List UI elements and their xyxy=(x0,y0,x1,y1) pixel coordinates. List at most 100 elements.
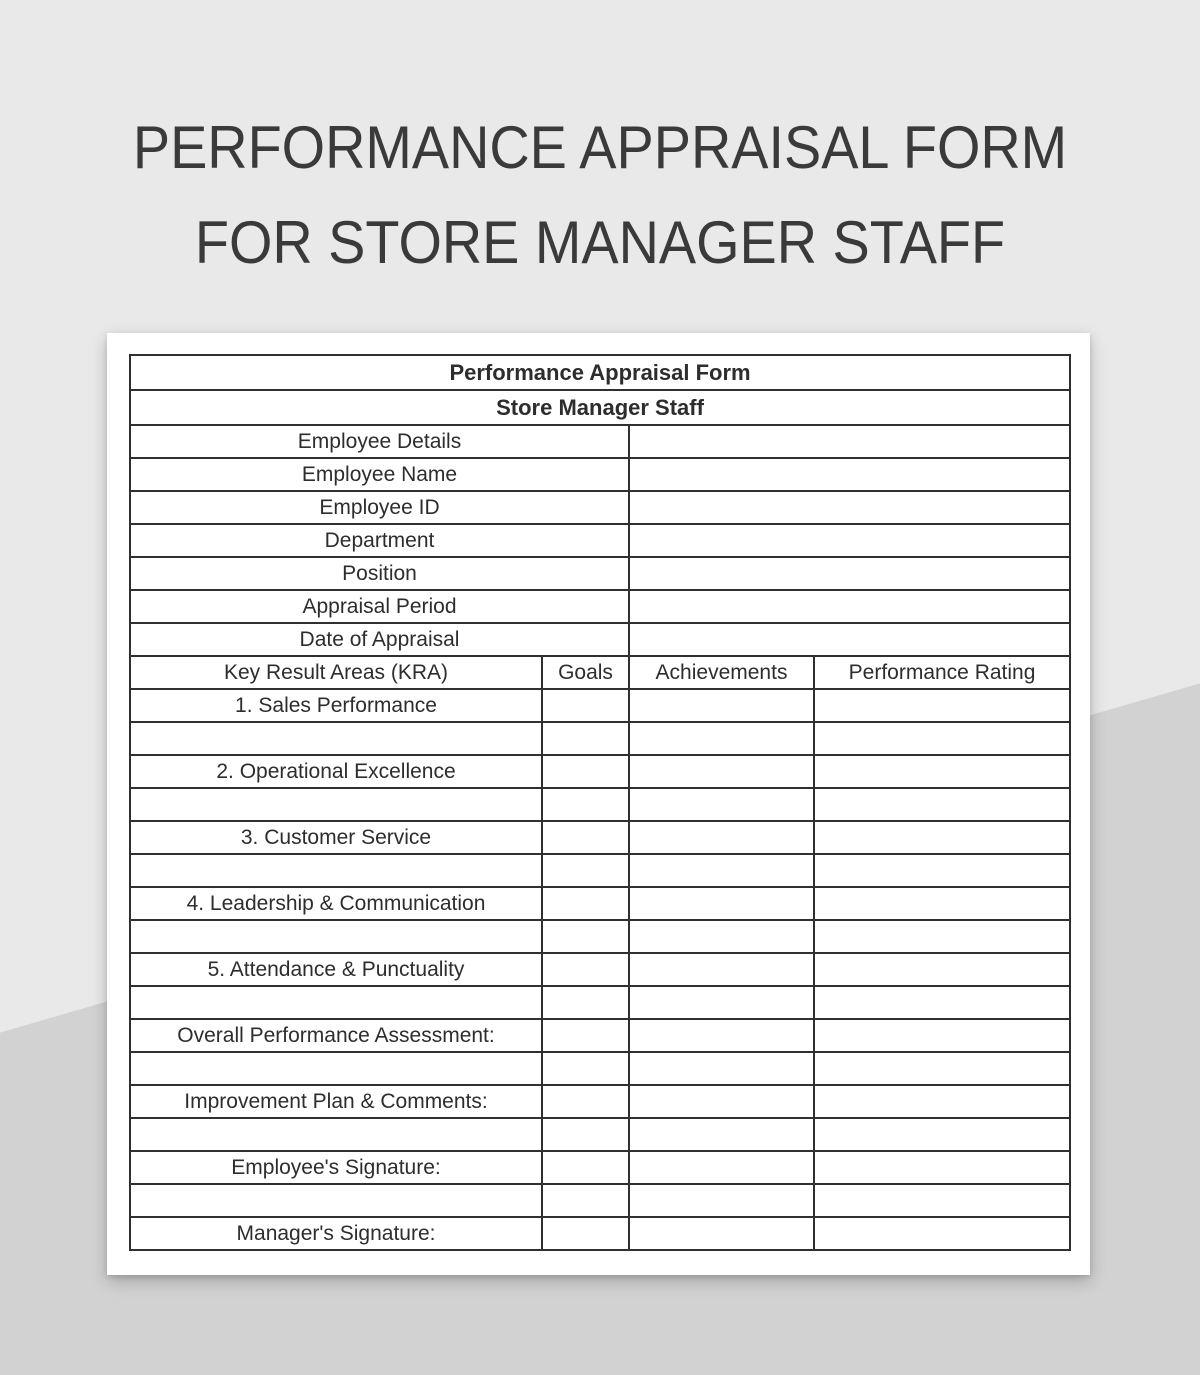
employee-details-section: Employee Details Employee Name Employee … xyxy=(129,424,1072,657)
goals-value-cell[interactable] xyxy=(541,1051,630,1086)
goals-value-cell[interactable] xyxy=(541,985,630,1020)
goals-value-cell[interactable] xyxy=(541,754,630,789)
achievements-value-cell[interactable] xyxy=(628,1150,815,1185)
rating-value-cell[interactable] xyxy=(812,1084,1072,1119)
employee-field-value-cell[interactable] xyxy=(627,457,1072,492)
achievements-value-cell[interactable] xyxy=(628,1183,815,1218)
kra-label-cell xyxy=(129,1117,543,1152)
achievements-value-cell[interactable] xyxy=(628,886,815,921)
achievements-header-label: Achievements xyxy=(628,655,815,690)
goals-value-cell[interactable] xyxy=(541,1084,630,1119)
kra-row xyxy=(129,985,1072,1020)
kra-header-section: Key Result Areas (KRA) Goals Achievement… xyxy=(129,655,1072,690)
rating-value-cell[interactable] xyxy=(812,853,1072,888)
achievements-value-cell[interactable] xyxy=(628,1084,815,1119)
kra-label-cell xyxy=(129,853,543,888)
kra-header-label: Key Result Areas (KRA) xyxy=(129,655,543,690)
achievements-value-cell[interactable] xyxy=(628,919,815,954)
rating-value-cell[interactable] xyxy=(812,1216,1072,1251)
rating-value-cell[interactable] xyxy=(812,1018,1072,1053)
rating-value-cell[interactable] xyxy=(812,688,1072,723)
employee-field-label: Date of Appraisal xyxy=(129,622,630,657)
achievements-value-cell[interactable] xyxy=(628,820,815,855)
goals-value-cell[interactable] xyxy=(541,1216,630,1251)
goals-value-cell[interactable] xyxy=(541,886,630,921)
goals-value-cell[interactable] xyxy=(541,1018,630,1053)
employee-field-value-cell[interactable] xyxy=(627,424,1072,459)
employee-field-row: Employee Name xyxy=(129,457,1072,492)
achievements-value-cell[interactable] xyxy=(628,853,815,888)
rating-value-cell[interactable] xyxy=(812,1150,1072,1185)
kra-row: 5. Attendance & Punctuality xyxy=(129,952,1072,987)
kra-label-cell xyxy=(129,787,543,822)
employee-field-label: Position xyxy=(129,556,630,591)
achievements-value-cell[interactable] xyxy=(628,787,815,822)
achievements-value-cell[interactable] xyxy=(628,1018,815,1053)
employee-field-label: Employee Name xyxy=(129,457,630,492)
employee-field-label: Department xyxy=(129,523,630,558)
rating-value-cell[interactable] xyxy=(812,919,1072,954)
employee-field-row: Employee ID xyxy=(129,490,1072,525)
form-subtitle: Store Manager Staff xyxy=(128,389,1072,426)
goals-value-cell[interactable] xyxy=(541,853,630,888)
employee-field-value-cell[interactable] xyxy=(627,589,1072,624)
achievements-value-cell[interactable] xyxy=(628,1051,815,1086)
rating-value-cell[interactable] xyxy=(812,1051,1072,1086)
rating-header-label: Performance Rating xyxy=(812,655,1072,690)
appraisal-form-table: Performance Appraisal Form Store Manager… xyxy=(128,354,1072,1251)
kra-row: 2. Operational Excellence xyxy=(129,754,1072,789)
employee-field-row: Employee Details xyxy=(129,424,1072,459)
goals-value-cell[interactable] xyxy=(541,1117,630,1152)
kra-label-cell: Manager's Signature: xyxy=(129,1216,543,1251)
kra-row xyxy=(129,721,1072,756)
kra-label-cell: Overall Performance Assessment: xyxy=(129,1018,543,1053)
kra-row xyxy=(129,919,1072,954)
goals-value-cell[interactable] xyxy=(541,952,630,987)
rating-value-cell[interactable] xyxy=(812,1117,1072,1152)
employee-field-row: Position xyxy=(129,556,1072,591)
goals-value-cell[interactable] xyxy=(541,1183,630,1218)
goals-value-cell[interactable] xyxy=(541,688,630,723)
employee-field-value-cell[interactable] xyxy=(627,523,1072,558)
kra-label-cell: Employee's Signature: xyxy=(129,1150,543,1185)
form-subtitle-row: Store Manager Staff xyxy=(128,389,1072,426)
achievements-value-cell[interactable] xyxy=(628,985,815,1020)
employee-field-value-cell[interactable] xyxy=(627,622,1072,657)
kra-label-cell: 2. Operational Excellence xyxy=(129,754,543,789)
kra-row xyxy=(129,853,1072,888)
goals-value-cell[interactable] xyxy=(541,721,630,756)
page-title-line2: FOR STORE MANAGER STAFF xyxy=(194,209,1006,276)
employee-field-value-cell[interactable] xyxy=(627,490,1072,525)
kra-row: Manager's Signature: xyxy=(129,1216,1072,1251)
employee-field-row: Appraisal Period xyxy=(129,589,1072,624)
kra-label-cell xyxy=(129,721,543,756)
rating-value-cell[interactable] xyxy=(812,1183,1072,1218)
goals-value-cell[interactable] xyxy=(541,919,630,954)
rating-value-cell[interactable] xyxy=(812,820,1072,855)
kra-header-row: Key Result Areas (KRA) Goals Achievement… xyxy=(129,655,1072,690)
rating-value-cell[interactable] xyxy=(812,952,1072,987)
achievements-value-cell[interactable] xyxy=(628,688,815,723)
rating-value-cell[interactable] xyxy=(812,985,1072,1020)
kra-label-cell: 4. Leadership & Communication xyxy=(129,886,543,921)
rating-value-cell[interactable] xyxy=(812,754,1072,789)
achievements-value-cell[interactable] xyxy=(628,754,815,789)
achievements-value-cell[interactable] xyxy=(628,1216,815,1251)
goals-value-cell[interactable] xyxy=(541,1150,630,1185)
goals-header-label: Goals xyxy=(541,655,630,690)
rating-value-cell[interactable] xyxy=(812,886,1072,921)
kra-label-cell xyxy=(129,985,543,1020)
employee-field-value-cell[interactable] xyxy=(627,556,1072,591)
form-title-section: Performance Appraisal Form Store Manager… xyxy=(128,354,1072,426)
kra-row: Employee's Signature: xyxy=(129,1150,1072,1185)
form-title: Performance Appraisal Form xyxy=(128,354,1072,391)
goals-value-cell[interactable] xyxy=(541,820,630,855)
kra-label-cell xyxy=(129,1051,543,1086)
rating-value-cell[interactable] xyxy=(812,787,1072,822)
goals-value-cell[interactable] xyxy=(541,787,630,822)
employee-field-label: Employee Details xyxy=(129,424,630,459)
achievements-value-cell[interactable] xyxy=(628,952,815,987)
achievements-value-cell[interactable] xyxy=(628,721,815,756)
achievements-value-cell[interactable] xyxy=(628,1117,815,1152)
rating-value-cell[interactable] xyxy=(812,721,1072,756)
